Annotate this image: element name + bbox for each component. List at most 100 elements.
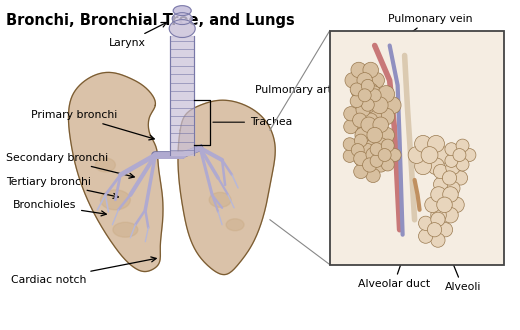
Text: Bronchioles: Bronchioles	[12, 200, 106, 216]
Circle shape	[345, 73, 360, 88]
Circle shape	[431, 233, 445, 247]
Circle shape	[361, 144, 374, 156]
Text: Pulmonary artery: Pulmonary artery	[255, 85, 371, 110]
Circle shape	[363, 113, 378, 127]
Circle shape	[446, 181, 460, 195]
Circle shape	[370, 143, 383, 156]
Text: Alveoli: Alveoli	[445, 251, 481, 292]
Circle shape	[384, 97, 401, 114]
Circle shape	[363, 62, 379, 78]
Circle shape	[351, 83, 367, 98]
Ellipse shape	[209, 192, 231, 207]
Circle shape	[358, 97, 375, 114]
Circle shape	[453, 148, 466, 161]
Circle shape	[356, 103, 370, 117]
Circle shape	[445, 154, 458, 167]
Circle shape	[343, 149, 356, 162]
Circle shape	[365, 108, 382, 125]
Circle shape	[356, 123, 370, 138]
Circle shape	[419, 229, 433, 243]
Ellipse shape	[100, 190, 131, 210]
Circle shape	[354, 153, 367, 166]
Text: Trachea: Trachea	[213, 117, 292, 127]
Circle shape	[351, 62, 367, 78]
Circle shape	[355, 127, 371, 143]
Circle shape	[434, 177, 448, 191]
Circle shape	[443, 171, 457, 185]
Circle shape	[366, 168, 380, 182]
Polygon shape	[69, 72, 163, 272]
Circle shape	[361, 138, 376, 153]
Circle shape	[431, 212, 445, 226]
Circle shape	[408, 147, 425, 163]
Circle shape	[371, 97, 388, 114]
Circle shape	[443, 187, 458, 202]
Circle shape	[350, 95, 363, 108]
Ellipse shape	[172, 13, 192, 25]
Circle shape	[388, 148, 401, 161]
Circle shape	[378, 148, 391, 161]
Circle shape	[362, 158, 377, 172]
Polygon shape	[170, 36, 194, 155]
Circle shape	[358, 89, 371, 102]
Circle shape	[427, 223, 441, 237]
Text: Primary bronchi: Primary bronchi	[31, 110, 154, 140]
Circle shape	[350, 83, 363, 96]
Circle shape	[370, 154, 383, 167]
Circle shape	[354, 164, 368, 179]
Ellipse shape	[226, 219, 244, 231]
Circle shape	[361, 117, 376, 133]
Circle shape	[434, 164, 448, 179]
Circle shape	[431, 208, 446, 223]
Bar	[330, 31, 504, 265]
Circle shape	[414, 158, 432, 175]
Circle shape	[456, 139, 469, 152]
Circle shape	[431, 187, 446, 202]
Circle shape	[425, 197, 440, 213]
Text: Tertiary bronchi: Tertiary bronchi	[6, 177, 118, 198]
Circle shape	[443, 208, 458, 223]
Circle shape	[366, 148, 380, 162]
Circle shape	[421, 147, 438, 163]
Ellipse shape	[173, 6, 191, 16]
Circle shape	[369, 73, 384, 88]
Circle shape	[361, 98, 374, 111]
Circle shape	[354, 134, 367, 147]
Circle shape	[453, 171, 467, 185]
Circle shape	[351, 144, 364, 156]
Circle shape	[419, 216, 433, 230]
Circle shape	[381, 158, 394, 171]
Circle shape	[367, 127, 383, 143]
Circle shape	[434, 147, 451, 163]
Text: Secondary bronchi: Secondary bronchi	[6, 153, 134, 178]
Circle shape	[414, 135, 432, 152]
Ellipse shape	[169, 19, 195, 38]
Circle shape	[378, 108, 395, 125]
Circle shape	[427, 135, 445, 152]
Text: Larynx: Larynx	[108, 22, 166, 48]
Circle shape	[343, 138, 356, 151]
Text: Bronchi, Bronchial Tree, and Lungs: Bronchi, Bronchial Tree, and Lungs	[6, 13, 294, 28]
Circle shape	[353, 113, 367, 127]
Circle shape	[437, 197, 452, 213]
Circle shape	[379, 127, 395, 143]
Circle shape	[463, 148, 476, 161]
Circle shape	[449, 197, 464, 213]
Circle shape	[373, 138, 388, 153]
Circle shape	[446, 160, 460, 175]
Circle shape	[456, 158, 469, 171]
Circle shape	[354, 151, 368, 166]
Text: Cardiac notch: Cardiac notch	[11, 257, 156, 284]
Circle shape	[373, 117, 388, 133]
Polygon shape	[178, 100, 275, 275]
Circle shape	[373, 158, 388, 172]
Circle shape	[363, 83, 379, 98]
Circle shape	[368, 89, 381, 102]
Text: Alveolar duct: Alveolar duct	[358, 248, 430, 289]
Circle shape	[381, 139, 394, 152]
Ellipse shape	[113, 222, 138, 237]
Circle shape	[361, 79, 374, 92]
Circle shape	[445, 143, 458, 156]
Circle shape	[438, 223, 452, 237]
Circle shape	[344, 107, 358, 121]
